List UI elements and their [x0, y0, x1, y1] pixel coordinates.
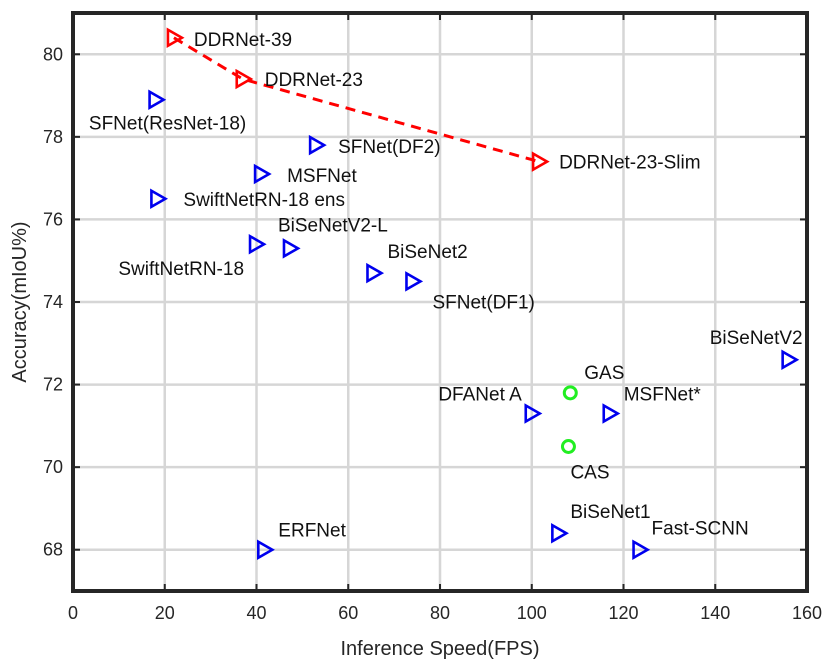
x-axis-label: Inference Speed(FPS): [341, 638, 540, 660]
y-tick-label: 70: [43, 457, 63, 477]
y-tick-label: 72: [43, 375, 63, 395]
marker-ddrnet-23-slim: [531, 151, 550, 172]
marker-gas: [562, 385, 578, 401]
marker-ddrnet-23: [235, 68, 254, 90]
marker-sfnet-resnet-18: [148, 89, 167, 110]
label-cas: CAS: [570, 463, 609, 484]
y-tick-label: 78: [43, 127, 63, 147]
label-ddrnet-23: DDRNet-23: [265, 70, 363, 91]
x-tick-label: 20: [155, 603, 175, 623]
x-tick-label: 160: [792, 603, 822, 623]
series-line-ddrnet: [173, 36, 540, 164]
marker-swiftnetrn-18-ens: [150, 188, 169, 210]
label-bisenetv2-l: BiSeNetV2-L: [278, 215, 388, 236]
label-ddrnet-39: DDRNet-39: [194, 30, 292, 51]
marker-erfnet: [256, 539, 275, 560]
x-tick-label: 40: [246, 603, 266, 623]
grid: [73, 13, 807, 591]
x-tick-label: 0: [68, 603, 78, 623]
x-tick-label: 100: [517, 603, 547, 623]
label-msfnet: MSFNet: [287, 166, 357, 187]
data-markers: [148, 27, 800, 560]
x-tick-label: 60: [338, 603, 358, 623]
label-ddrnet-23-slim: DDRNet-23-Slim: [559, 153, 700, 174]
label-swiftnetrn-18: SwiftNetRN-18: [118, 259, 244, 280]
label-bisenetv2: BiSeNetV2: [710, 328, 803, 349]
marker-bisenetv2: [781, 349, 800, 371]
marker-dfanet-a: [524, 403, 543, 424]
point-labels: SFNet(ResNet-18) SFNet(DF2) MSFNet SwiftNet…: [89, 30, 803, 542]
label-sfnet-df1: SFNet(DF1): [432, 292, 534, 313]
marker-msfnet: [602, 403, 621, 424]
marker-fast-scnn: [632, 539, 651, 560]
label-dfanet-a: DFANet A: [438, 384, 522, 405]
label-erfnet: ERFNet: [278, 521, 346, 542]
marker-bisenet2: [366, 262, 385, 284]
marker-swiftnetrn-18: [248, 233, 267, 255]
marker-cas: [560, 439, 576, 454]
label-bisenet2: BiSeNet2: [387, 242, 467, 263]
axis-ticks: 0 20 40 60 80 100 120 140 160 68 70 72 74 76 78 80: [43, 13, 822, 623]
marker-ddrnet-39: [166, 27, 185, 49]
label-fast-scnn: Fast-SCNN: [652, 519, 749, 540]
label-bisenet1: BiSeNet1: [570, 502, 650, 523]
x-tick-label: 120: [608, 603, 638, 623]
label-gas: GAS: [584, 363, 624, 384]
marker-bisenetv2-l: [282, 238, 301, 259]
x-tick-label: 140: [700, 603, 730, 623]
label-msfnet: MSFNet*: [624, 384, 702, 405]
marker-msfnet: [253, 163, 272, 185]
y-tick-label: 76: [43, 209, 63, 229]
y-tick-label: 68: [43, 540, 63, 560]
label-sfnet-resnet-18: SFNet(ResNet-18): [89, 114, 246, 135]
series-lines: [173, 36, 540, 164]
y-tick-label: 80: [43, 44, 63, 64]
marker-sfnet-df2: [308, 134, 327, 156]
x-tick-label: 80: [430, 603, 450, 623]
marker-sfnet-df1: [405, 271, 424, 292]
label-swiftnetrn-18-ens: SwiftNetRN-18 ens: [183, 190, 345, 211]
y-tick-label: 74: [43, 292, 63, 312]
y-axis-label: Accuracy(mIoU%): [9, 221, 31, 382]
marker-bisenet1: [551, 522, 569, 544]
label-sfnet-df2: SFNet(DF2): [338, 137, 440, 158]
